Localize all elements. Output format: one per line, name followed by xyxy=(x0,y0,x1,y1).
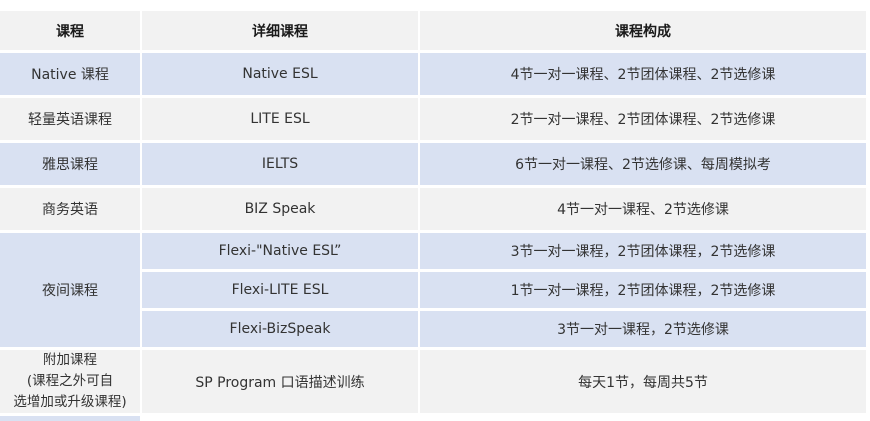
table-row-lite: 轻量英语课程 LITE ESL 2节一对一课程、2节团体课程、2节选修课 xyxy=(0,98,866,140)
table-row-night-2: Flexi-LITE ESL 1节一对一课程，2节团体课程，2节选修课 xyxy=(0,272,866,308)
detail-cell: SP Program 口语描述训练 xyxy=(142,350,418,413)
table-row-ielts: 雅思课程 IELTS 6节一对一课程、2节选修课、每周模拟考 xyxy=(0,143,866,185)
column-header-composition: 课程构成 xyxy=(420,11,866,50)
table-row-night-3: Flexi-BizSpeak 3节一对一课程，2节选修课 xyxy=(0,311,866,347)
composition-cell: 4节一对一课程、2节团体课程、2节选修课 xyxy=(420,53,866,95)
detail-cell: BIZ Speak xyxy=(142,188,418,230)
course-cell: 轻量英语课程 xyxy=(0,98,140,140)
detail-cell: Flexi-LITE ESL xyxy=(142,272,418,308)
course-cell: 商务英语 xyxy=(0,188,140,230)
detail-cell: LITE ESL xyxy=(142,98,418,140)
course-cell: 雅思课程 xyxy=(0,143,140,185)
header-row: 课程 详细课程 课程构成 xyxy=(0,11,866,50)
detail-cell: Flexi-"Native ESL” xyxy=(142,233,418,269)
composition-cell: 3节一对一课程，2节团体课程，2节选修课 xyxy=(420,233,866,269)
table-row-native: Native 课程 Native ESL 4节一对一课程、2节团体课程、2节选修… xyxy=(0,53,866,95)
detail-cell: IELTS xyxy=(142,143,418,185)
course-table: 课程 详细课程 课程构成 Native 课程 Native ESL 4节一对一课… xyxy=(0,8,868,421)
composition-cell: 每天1节，每周共5节 xyxy=(420,350,866,413)
table-row-night-1: 夜间课程 Flexi-"Native ESL” 3节一对一课程，2节团体课程，2… xyxy=(0,233,866,347)
composition-cell: 4节一对一课程、2节选修课 xyxy=(420,188,866,230)
table-row-addon: 附加课程 (课程之外可自 选增加或升级课程) SP Program 口语描述训练… xyxy=(0,350,866,413)
detail-cell: Native ESL xyxy=(142,53,418,95)
course-cell: Native 课程 xyxy=(0,53,140,95)
composition-cell: 3节一对一课程，2节选修课 xyxy=(420,311,866,347)
composition-cell: 1节一对一课程，2节团体课程，2节选修课 xyxy=(420,272,866,308)
course-cell: 附加课程 (课程之外可自 选增加或升级课程) xyxy=(0,350,140,413)
detail-cell: Flexi-BizSpeak xyxy=(142,311,418,347)
table-row-biz: 商务英语 BIZ Speak 4节一对一课程、2节选修课 xyxy=(0,188,866,230)
table-row-cutoff xyxy=(0,416,866,421)
course-cell-night-rowspan: 夜间课程 xyxy=(0,233,140,347)
column-header-detail-course: 详细课程 xyxy=(142,11,418,50)
composition-cell: 6节一对一课程、2节选修课、每周模拟考 xyxy=(420,143,866,185)
cutoff-cell xyxy=(0,416,140,421)
column-header-course: 课程 xyxy=(0,11,140,50)
composition-cell: 2节一对一课程、2节团体课程、2节选修课 xyxy=(420,98,866,140)
